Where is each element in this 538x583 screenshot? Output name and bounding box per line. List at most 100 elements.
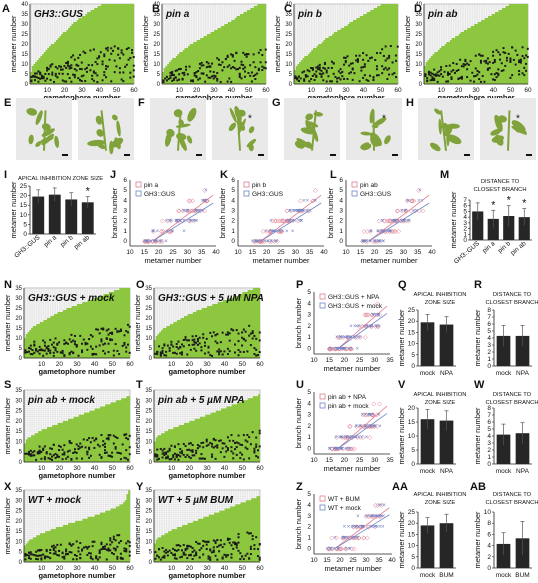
branch-dot xyxy=(258,445,261,448)
data-point: × xyxy=(336,446,340,452)
branch-dot xyxy=(521,72,524,75)
branch-dot xyxy=(125,542,128,545)
branch-dot xyxy=(304,75,307,78)
data-point: ◇ xyxy=(389,219,394,225)
branch-dot xyxy=(381,65,384,68)
branch-dot xyxy=(68,441,71,444)
branch-dot xyxy=(66,450,69,453)
data-point: ◇ xyxy=(364,324,369,330)
branch-dot xyxy=(344,56,347,59)
branch-dot xyxy=(24,558,27,561)
y-tick-label: 5 xyxy=(19,450,23,456)
branch-dot xyxy=(72,339,75,342)
branch-dot xyxy=(175,544,178,547)
data-point: ◇ xyxy=(166,229,171,235)
bar xyxy=(48,194,61,234)
panel-letter-g: G xyxy=(272,97,281,109)
data-point: ◇ xyxy=(336,335,341,341)
data-point: × xyxy=(374,239,378,245)
x-tick-label: 40 xyxy=(212,249,220,256)
branch-dot xyxy=(184,549,187,552)
data-point: × xyxy=(168,219,172,225)
y-tick-label: 30 xyxy=(153,22,160,28)
branch-dot xyxy=(254,73,257,76)
data-point: × xyxy=(194,219,198,225)
data-point: ◇ xyxy=(404,208,409,214)
data-point: × xyxy=(336,446,340,452)
data-point: ◇ xyxy=(300,208,305,214)
branch-dot xyxy=(195,75,198,78)
branch-dot xyxy=(225,554,228,557)
data-point: × xyxy=(369,413,373,419)
data-point: ◇ xyxy=(410,198,415,204)
branch-dot xyxy=(96,558,99,561)
y-tick-label: 6 xyxy=(487,531,491,538)
branch-dot xyxy=(154,453,157,456)
branch-dot xyxy=(370,56,373,59)
data-point: ◇ xyxy=(385,219,390,225)
plant-leaf xyxy=(176,132,187,141)
branch-dot xyxy=(476,69,479,72)
branch-dot xyxy=(244,330,247,333)
branch-dot xyxy=(63,354,66,357)
legend-label: WT + BUM xyxy=(328,496,360,503)
plant-leaf xyxy=(96,129,104,137)
branch-dot xyxy=(161,350,164,353)
branch-dot xyxy=(200,346,203,349)
x-tick-label: 25 xyxy=(169,249,177,256)
branch-dot xyxy=(171,79,174,82)
y-tick-label: 1 xyxy=(339,228,343,235)
y-tick-label: 35 xyxy=(145,286,152,292)
branch-dot xyxy=(514,63,517,66)
branch-dot xyxy=(89,555,92,558)
data-point: ◇ xyxy=(387,219,392,225)
branch-dot xyxy=(233,59,236,62)
data-point: × xyxy=(326,547,330,553)
branch-dot xyxy=(182,339,185,342)
branch-dot xyxy=(112,553,115,556)
x-tick-label: 15 xyxy=(323,557,331,564)
branch-dot xyxy=(46,69,49,72)
data-point: ◇ xyxy=(392,229,397,235)
branch-dot xyxy=(59,65,62,68)
branch-dot xyxy=(165,79,168,82)
branch-dot xyxy=(92,79,95,82)
branch-dot xyxy=(169,74,172,77)
branch-dot xyxy=(35,458,38,461)
branch-dot xyxy=(73,343,76,346)
x-tick-label: 40 xyxy=(221,465,229,472)
data-point: ◇ xyxy=(406,219,411,225)
branch-dot xyxy=(474,67,477,70)
data-point: ◇ xyxy=(333,446,338,452)
data-point: × xyxy=(254,239,258,245)
chart-title: DISTANCE TO xyxy=(481,179,520,185)
data-point: × xyxy=(368,239,372,245)
branch-dot xyxy=(183,71,186,74)
panel-title: WT + mock xyxy=(28,495,82,506)
data-point: ◇ xyxy=(177,208,182,214)
data-point: ◇ xyxy=(365,536,370,542)
branch-dot xyxy=(182,453,185,456)
branch-dot xyxy=(86,546,89,549)
data-point: × xyxy=(382,239,386,245)
branch-dot xyxy=(242,434,245,437)
branch-dot xyxy=(459,76,462,79)
branch-dot xyxy=(49,453,52,456)
branch-dot xyxy=(239,443,242,446)
branch-dot xyxy=(343,77,346,80)
data-point: × xyxy=(412,208,416,214)
branch-dot xyxy=(234,541,236,544)
data-point: × xyxy=(328,547,332,553)
data-point: ◇ xyxy=(202,188,207,194)
data-point: ◇ xyxy=(378,239,383,245)
data-point: × xyxy=(256,239,260,245)
branch-dot xyxy=(488,61,491,64)
branch-dot xyxy=(129,76,132,79)
data-point: × xyxy=(402,219,406,225)
branch-dot xyxy=(51,545,53,548)
data-point: × xyxy=(408,219,412,225)
data-point: ◇ xyxy=(180,219,185,225)
branch-dot xyxy=(212,546,215,549)
